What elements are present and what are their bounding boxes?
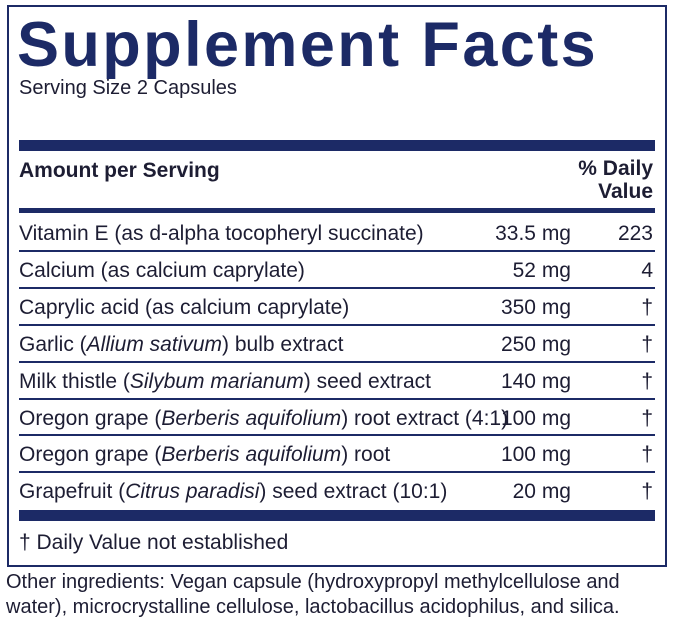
amount: 350 mg xyxy=(500,295,571,319)
daily-value: 4 xyxy=(641,258,653,282)
amount: 140 mg xyxy=(500,369,571,393)
amount: 100 mg xyxy=(500,443,571,467)
other-ingredients: Other ingredients: Vegan capsule (hydrox… xyxy=(6,571,620,618)
amount: 250 mg xyxy=(500,332,571,356)
name-part: Garlic ( xyxy=(19,332,87,356)
column-header: % Daily Value xyxy=(578,157,653,203)
nutrient-name: Garlic (Allium sativum) bulb extract xyxy=(19,333,343,357)
daily-value: † xyxy=(641,332,653,356)
row-rule xyxy=(19,397,655,400)
name-part: ) seed extract xyxy=(303,369,431,393)
footnote: † Daily Value not established xyxy=(19,531,289,554)
nutrient-name: Grapefruit (Citrus paradisi) seed extrac… xyxy=(19,480,447,504)
name-part: Milk thistle ( xyxy=(19,369,130,393)
amount: 52 mg xyxy=(512,258,571,282)
amount: 100 mg xyxy=(500,406,571,430)
name-part: Caprylic acid (as calcium caprylate) xyxy=(19,295,350,319)
column-header: Amount per Serving xyxy=(19,159,220,182)
latin-name: Allium sativum xyxy=(86,332,223,356)
name-part: ) bulb extract xyxy=(222,332,344,356)
facts-panel: Supplement Facts Serving Size 2 Capsules… xyxy=(7,5,667,567)
latin-name: Silybum marianum xyxy=(129,369,304,393)
row-rule xyxy=(19,471,655,474)
latin-name: Berberis aquifolium xyxy=(161,406,342,430)
daily-value: † xyxy=(641,480,653,504)
nutrient-name: Vitamin E (as d-alpha tocopheryl succina… xyxy=(19,222,424,246)
name-part: ) root xyxy=(341,443,391,467)
row-rule xyxy=(19,360,655,363)
row-rule xyxy=(19,249,655,252)
nutrient-name: Caprylic acid (as calcium caprylate) xyxy=(19,296,349,320)
nutrient-name: Milk thistle (Silybum marianum) seed ext… xyxy=(19,370,431,394)
amount: 33.5 mg xyxy=(495,222,571,245)
name-part: Oregon grape ( xyxy=(19,443,162,467)
amount: 20 mg xyxy=(512,480,571,504)
latin-name: Berberis aquifolium xyxy=(161,443,342,467)
daily-value: † xyxy=(641,295,653,319)
daily-value: † xyxy=(641,406,653,430)
name-part: ) seed extract (10:1) xyxy=(259,480,448,504)
name-part: Oregon grape ( xyxy=(19,406,162,430)
name-part: Grapefruit ( xyxy=(19,480,126,504)
daily-value: 223 xyxy=(617,222,653,245)
latin-name: Citrus paradisi xyxy=(125,480,260,504)
nutrient-name: Oregon grape (Berberis aquifolium) root … xyxy=(19,407,508,431)
name-part: Vitamin E (as d-alpha tocopheryl succina… xyxy=(19,222,424,245)
name-part: Calcium (as calcium caprylate) xyxy=(19,258,305,282)
daily-value: † xyxy=(641,443,653,467)
serving-size: Serving Size 2 Capsules xyxy=(19,77,237,99)
thick-rule xyxy=(19,510,655,521)
nutrient-name: Calcium (as calcium caprylate) xyxy=(19,259,305,283)
medium-rule xyxy=(19,208,655,213)
name-part: ) root extract (4:1) xyxy=(341,406,509,430)
title: Supplement Facts xyxy=(17,10,599,80)
row-rule xyxy=(19,323,655,326)
thick-rule xyxy=(19,140,655,151)
row-rule xyxy=(19,286,655,289)
row-rule xyxy=(19,434,655,437)
daily-value: † xyxy=(641,369,653,393)
nutrient-name: Oregon grape (Berberis aquifolium) root xyxy=(19,443,390,467)
